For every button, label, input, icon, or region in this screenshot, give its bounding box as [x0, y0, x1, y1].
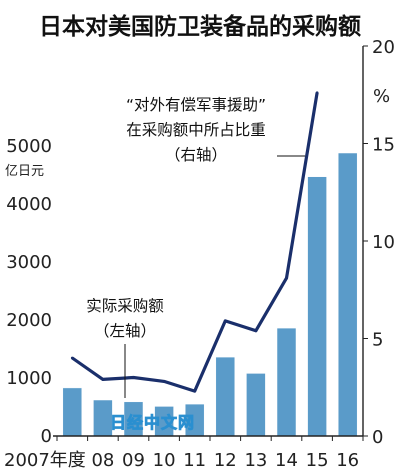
ratio-point — [132, 376, 135, 379]
bar-label-1: 实际采购额 — [86, 297, 164, 315]
x-tick-label: 13 — [244, 450, 267, 471]
x-tick-label: 10 — [153, 450, 176, 471]
bars — [62, 152, 358, 437]
x-tick-label: 16 — [336, 450, 359, 471]
ratio-point — [223, 319, 227, 323]
ratio-point — [193, 389, 197, 393]
axes — [53, 45, 368, 441]
watermark: 日经中文网 — [110, 413, 195, 432]
right-tick-label: 20 — [372, 37, 395, 58]
bar — [337, 152, 358, 437]
ratio-point — [101, 378, 105, 381]
bar — [276, 327, 297, 437]
chart-title: 日本对美国防卫装备品的采购额 — [39, 13, 361, 40]
tick-labels: 0 1000 2000 3000 4000 5000 0 5 10 15 20 — [6, 37, 395, 448]
ratio-point — [315, 91, 319, 95]
bar — [215, 356, 236, 437]
ratio-point — [285, 276, 288, 280]
line-label-1: “对外有偿军事援助” — [126, 96, 266, 114]
x-tick-label: 11 — [183, 450, 206, 471]
left-tick-label: 0 — [41, 426, 52, 447]
x-tick-label: 09 — [122, 450, 145, 471]
category-labels: 2007年度 08 09 10 11 12 13 14 15 16 — [4, 450, 359, 471]
right-tick-label: 15 — [372, 135, 395, 156]
ratio-point — [162, 380, 166, 383]
bar-label-2: （左轴） — [94, 322, 156, 340]
bar — [62, 387, 83, 437]
x-tick-label: 2007年度 — [4, 450, 86, 471]
left-tick-label: 2000 — [6, 310, 52, 331]
left-tick-label: 3000 — [6, 252, 52, 273]
line-label-2: 在采购额中所占比重 — [126, 121, 266, 139]
ratio-point — [254, 329, 258, 333]
x-tick-label: 15 — [306, 450, 329, 471]
right-tick-label: 5 — [372, 330, 383, 351]
right-tick-label: 0 — [372, 427, 383, 448]
right-tick-label: 10 — [372, 232, 395, 253]
x-tick-label: 14 — [275, 450, 298, 471]
bar — [307, 176, 327, 437]
left-axis-unit: 亿日元 — [5, 164, 44, 179]
bar — [246, 373, 266, 437]
left-tick-label: 5000 — [6, 136, 52, 157]
left-tick-label: 1000 — [6, 368, 52, 389]
x-tick-label: 08 — [91, 450, 114, 471]
right-axis-unit: % — [373, 86, 390, 107]
ratio-point — [70, 356, 74, 360]
x-tick-label: 12 — [214, 450, 237, 471]
left-tick-label: 4000 — [6, 194, 52, 215]
line-label-3: （右轴） — [165, 146, 227, 164]
ratio-line — [70, 91, 319, 393]
